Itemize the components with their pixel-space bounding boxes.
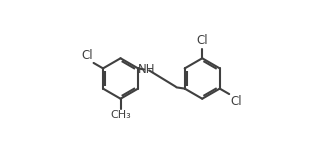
Text: CH₃: CH₃: [110, 110, 131, 120]
Text: Cl: Cl: [230, 95, 242, 108]
Text: Cl: Cl: [81, 49, 93, 62]
Text: Cl: Cl: [197, 34, 208, 47]
Text: NH: NH: [138, 63, 155, 76]
